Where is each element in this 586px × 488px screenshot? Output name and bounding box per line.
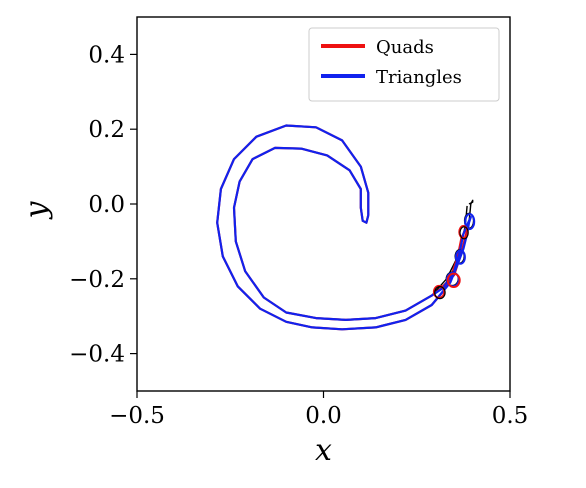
droplet-outline (458, 225, 469, 239)
y-tick-label: −0.2 (69, 267, 125, 293)
data-layer (216, 124, 476, 331)
series-line-reference (216, 124, 474, 330)
legend-label-triangles: Triangles (376, 67, 462, 88)
droplet-outline (434, 286, 446, 300)
y-axis-label: y (19, 200, 54, 220)
ticks-layer: −0.5 0.0 0.5 −0.4 −0.2 0.0 0.2 0.4 (69, 42, 528, 429)
series-line-triangles (216, 124, 472, 331)
droplet-outline (446, 272, 461, 288)
x-tick-label: 0.5 (492, 403, 529, 429)
x-axis-label: x (315, 433, 332, 468)
legend-label-quads: Quads (376, 37, 434, 58)
x-tick-label: 0.0 (305, 403, 342, 429)
y-tick-label: 0.4 (88, 42, 125, 68)
y-tick-label: −0.4 (69, 342, 125, 368)
droplet-outline (432, 284, 446, 299)
droplet-outline (464, 213, 476, 231)
y-tick-label: 0.0 (88, 192, 125, 218)
droplet-outline (454, 249, 466, 265)
droplet-outline (459, 226, 469, 240)
legend: Quads Triangles (308, 27, 500, 102)
y-tick-label: 0.2 (88, 117, 125, 143)
series-line-quads (216, 124, 469, 331)
x-tick-label: −0.5 (109, 403, 165, 429)
